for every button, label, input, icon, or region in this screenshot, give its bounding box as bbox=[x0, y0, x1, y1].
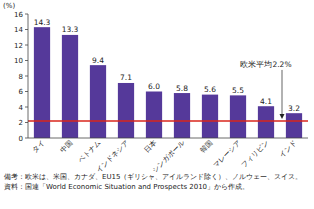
y-tick bbox=[25, 60, 28, 61]
annotation-arrowhead bbox=[280, 114, 285, 119]
y-axis-label: (%) bbox=[3, 2, 15, 10]
bar bbox=[258, 106, 274, 138]
y-tick-label: 16 bbox=[14, 11, 23, 19]
data-label: 7.1 bbox=[120, 73, 132, 82]
x-tick-label: 中国 bbox=[59, 139, 75, 155]
y-tick-label: 14 bbox=[14, 26, 23, 34]
y-tick bbox=[25, 122, 28, 123]
bar bbox=[62, 35, 78, 138]
bar bbox=[90, 65, 106, 138]
reference-line bbox=[28, 120, 308, 121]
data-label: 4.1 bbox=[260, 97, 272, 106]
y-tick-label: 8 bbox=[19, 73, 23, 81]
y-tick bbox=[25, 29, 28, 30]
note: 備考：欧米は、米国、カナダ、EU15（ギリシャ、アイルランド除く）、ノルウェー、… bbox=[4, 172, 310, 182]
y-tick bbox=[25, 76, 28, 77]
bar bbox=[174, 93, 190, 138]
y-tick-label: 6 bbox=[19, 88, 24, 96]
note: 資料：国連「World Economic Situation and Prosp… bbox=[4, 182, 310, 192]
y-tick bbox=[25, 45, 28, 46]
x-tick-label: インド bbox=[278, 139, 299, 160]
data-label: 5.6 bbox=[204, 85, 216, 94]
data-label: 14.3 bbox=[34, 18, 51, 27]
data-label: 3.2 bbox=[288, 104, 300, 113]
data-label: 9.4 bbox=[92, 56, 104, 65]
x-tick-label: マレーシア bbox=[212, 139, 242, 169]
bar bbox=[286, 113, 302, 138]
y-tick-label: 12 bbox=[14, 42, 23, 50]
x-tick-label: ベトナム bbox=[77, 139, 102, 164]
chart-svg: (%) 0 2 4 6 8 10 12 14 16 欧米平均2.2% 14.3 13.3 9.4 7.1 6.… bbox=[0, 0, 314, 172]
x-axis bbox=[28, 138, 308, 139]
y-tick-label: 10 bbox=[14, 57, 23, 65]
y-tick bbox=[25, 91, 28, 92]
x-tick-label: インドネシア bbox=[95, 139, 130, 172]
y-tick-label: 2 bbox=[19, 119, 23, 127]
x-tick-label: フィリピン bbox=[240, 139, 270, 169]
y-axis bbox=[28, 14, 29, 138]
y-tick bbox=[25, 14, 28, 15]
data-label: 13.3 bbox=[62, 25, 79, 34]
bar bbox=[230, 95, 246, 138]
y-tick bbox=[25, 138, 28, 139]
data-label: 5.8 bbox=[176, 84, 188, 93]
y-tick bbox=[25, 107, 28, 108]
notes: 備考：欧米は、米国、カナダ、EU15（ギリシャ、アイルランド除く）、ノルウェー、… bbox=[4, 172, 310, 192]
chart: (%) 0 2 4 6 8 10 12 14 16 欧米平均2.2% 14.3 13.3 9.4 7.1 6.… bbox=[0, 0, 314, 209]
x-tick-label: シンガポール bbox=[151, 139, 186, 172]
bar bbox=[146, 92, 162, 139]
x-tick-label: 日本 bbox=[143, 139, 159, 155]
annotation-arrow bbox=[282, 70, 283, 117]
bar bbox=[202, 95, 218, 138]
x-tick-label: タイ bbox=[31, 139, 47, 155]
x-tick-label: 韓国 bbox=[199, 139, 215, 155]
y-tick-label: 0 bbox=[19, 135, 23, 143]
y-tick-label: 4 bbox=[19, 104, 24, 112]
data-label: 5.5 bbox=[232, 86, 244, 95]
bar bbox=[118, 83, 134, 138]
annotation: 欧米平均2.2% bbox=[240, 60, 291, 69]
data-label: 6.0 bbox=[148, 82, 160, 91]
